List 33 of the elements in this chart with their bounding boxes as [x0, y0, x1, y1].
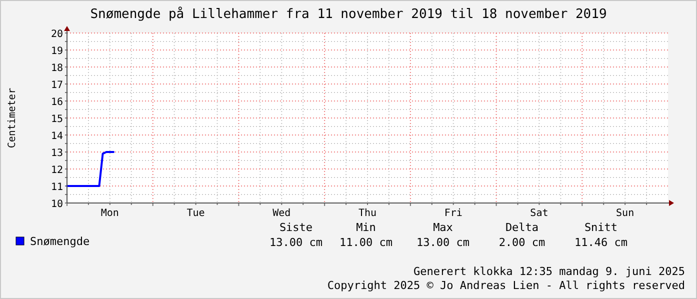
y-tick-label: 16: [50, 97, 63, 108]
text: Copyright 2025 © Jo Andreas Lien - All rights reserved: [327, 279, 685, 292]
y-tick-label: 14: [50, 131, 63, 142]
y-tick-label: 19: [50, 46, 63, 57]
text: Siste: [279, 221, 313, 234]
x-tick-label: Tue: [186, 208, 205, 219]
x-tick-label: Sat: [530, 208, 548, 219]
y-tick-label: 11: [50, 182, 63, 193]
text: 11.00 cm: [340, 236, 393, 249]
x-tick-label: Mon: [100, 208, 119, 219]
x-tick-label: Sun: [616, 208, 634, 219]
text: 13.00 cm: [270, 236, 323, 249]
y-tick-label: 17: [50, 80, 63, 91]
y-tick-label: 15: [50, 114, 63, 125]
y-axis-title: Centimeter: [7, 88, 18, 148]
x-tick-label: Fri: [444, 208, 462, 219]
text: Min: [356, 221, 376, 234]
legend-label: Snømengde: [30, 235, 90, 248]
y-tick-label: 20: [50, 29, 63, 40]
y-tick-label: 12: [50, 165, 63, 176]
text: 13.00 cm: [416, 236, 470, 249]
y-tick-label: 13: [50, 148, 63, 159]
text: 11.46 cm: [574, 236, 628, 249]
y-tick-label: 10: [50, 199, 63, 210]
text: Delta: [505, 221, 539, 234]
text: 2.00 cm: [498, 236, 546, 249]
text: Snitt: [584, 221, 618, 234]
x-tick-label: Thu: [358, 208, 377, 219]
x-tick-label: Wed: [272, 208, 291, 219]
text: Generert klokka 12:35 mandag 9. juni 2025: [413, 265, 685, 278]
text: Max: [433, 221, 454, 234]
chart-title: Snømengde på Lillehammer fra 11 november 2019 til 18 november 2019: [90, 6, 607, 22]
y-tick-label: 18: [50, 63, 63, 74]
